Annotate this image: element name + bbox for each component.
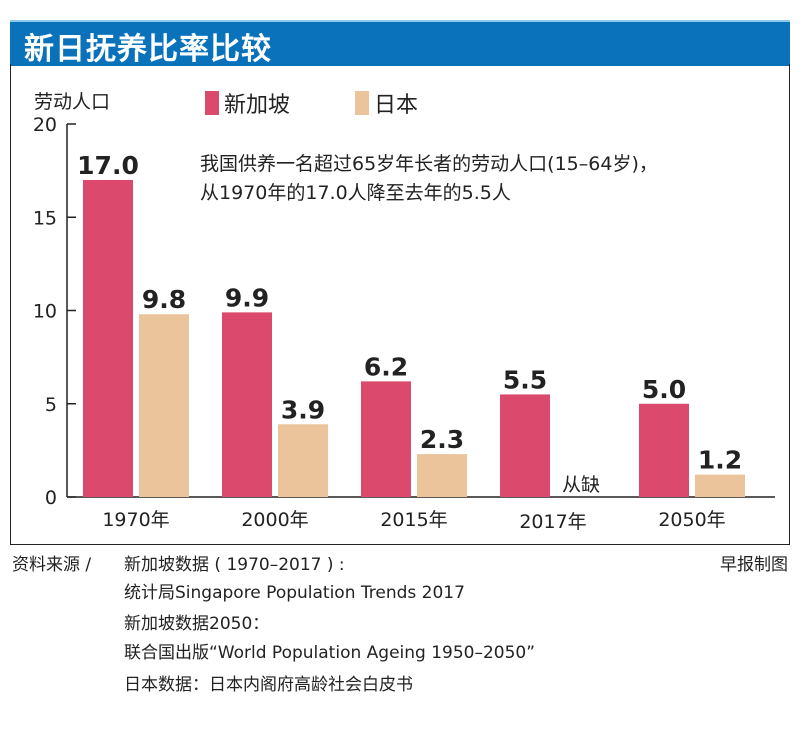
chart-title: 新日抚养比率比较 — [24, 32, 272, 67]
bar-singapore — [500, 394, 550, 497]
annotation-text: 从1970年的17.0人降至去年的5.5人 — [200, 182, 511, 204]
y-tick-label: 5 — [45, 394, 57, 416]
data-label: 1.2 — [698, 446, 742, 475]
legend-swatch — [205, 91, 219, 115]
data-label: 9.8 — [142, 285, 186, 314]
credit: 早报制图 — [720, 555, 788, 575]
bar-japan — [278, 424, 328, 497]
x-tick-label: 2050年 — [658, 509, 725, 531]
y-tick-label: 0 — [45, 487, 57, 509]
source-label: 资料来源 / — [12, 555, 92, 575]
data-label: 3.9 — [281, 395, 325, 424]
source-line: 联合国出版“World Population Ageing 1950–2050” — [124, 643, 536, 663]
bar-japan — [139, 314, 189, 497]
data-label: 9.9 — [225, 283, 269, 312]
bar-singapore — [639, 403, 689, 497]
chart-frame — [10, 64, 790, 545]
data-label: 6.2 — [364, 352, 408, 381]
bar-japan — [417, 454, 467, 497]
source-line: 新加坡数据2050： — [124, 614, 270, 634]
y-tick-label: 10 — [33, 301, 57, 323]
x-tick-label: 2017年 — [519, 511, 586, 533]
legend-label: 日本 — [374, 93, 418, 118]
bar-singapore — [222, 312, 272, 497]
bar-singapore — [361, 381, 411, 497]
y-tick-label: 15 — [33, 207, 57, 229]
y-tick-label: 20 — [33, 114, 57, 136]
source-line: 日本数据：日本内阁府高龄社会白皮书 — [124, 675, 413, 695]
x-tick-label: 1970年 — [102, 509, 169, 531]
data-label: 17.0 — [77, 151, 139, 180]
data-label: 5.0 — [642, 375, 686, 404]
missing-label: 从缺 — [562, 474, 600, 496]
source-line: 统计局Singapore Population Trends 2017 — [124, 583, 465, 603]
bar-japan — [695, 474, 745, 497]
x-tick-label: 2000年 — [241, 509, 308, 531]
x-tick-label: 2015年 — [380, 509, 447, 531]
title-bar: 新日抚养比率比较 — [10, 20, 790, 67]
y-axis-label: 劳动人口 — [34, 91, 110, 113]
legend-label: 新加坡 — [224, 93, 290, 118]
annotation-text: 我国供养一名超过65岁年长者的劳动人口(15–64岁)， — [200, 153, 658, 175]
data-label: 2.3 — [420, 425, 464, 454]
bar-singapore — [83, 179, 133, 497]
source-line: 新加坡数据 ( 1970–2017 ) : — [124, 555, 345, 575]
data-label: 5.5 — [503, 365, 547, 394]
legend-swatch — [355, 91, 369, 115]
